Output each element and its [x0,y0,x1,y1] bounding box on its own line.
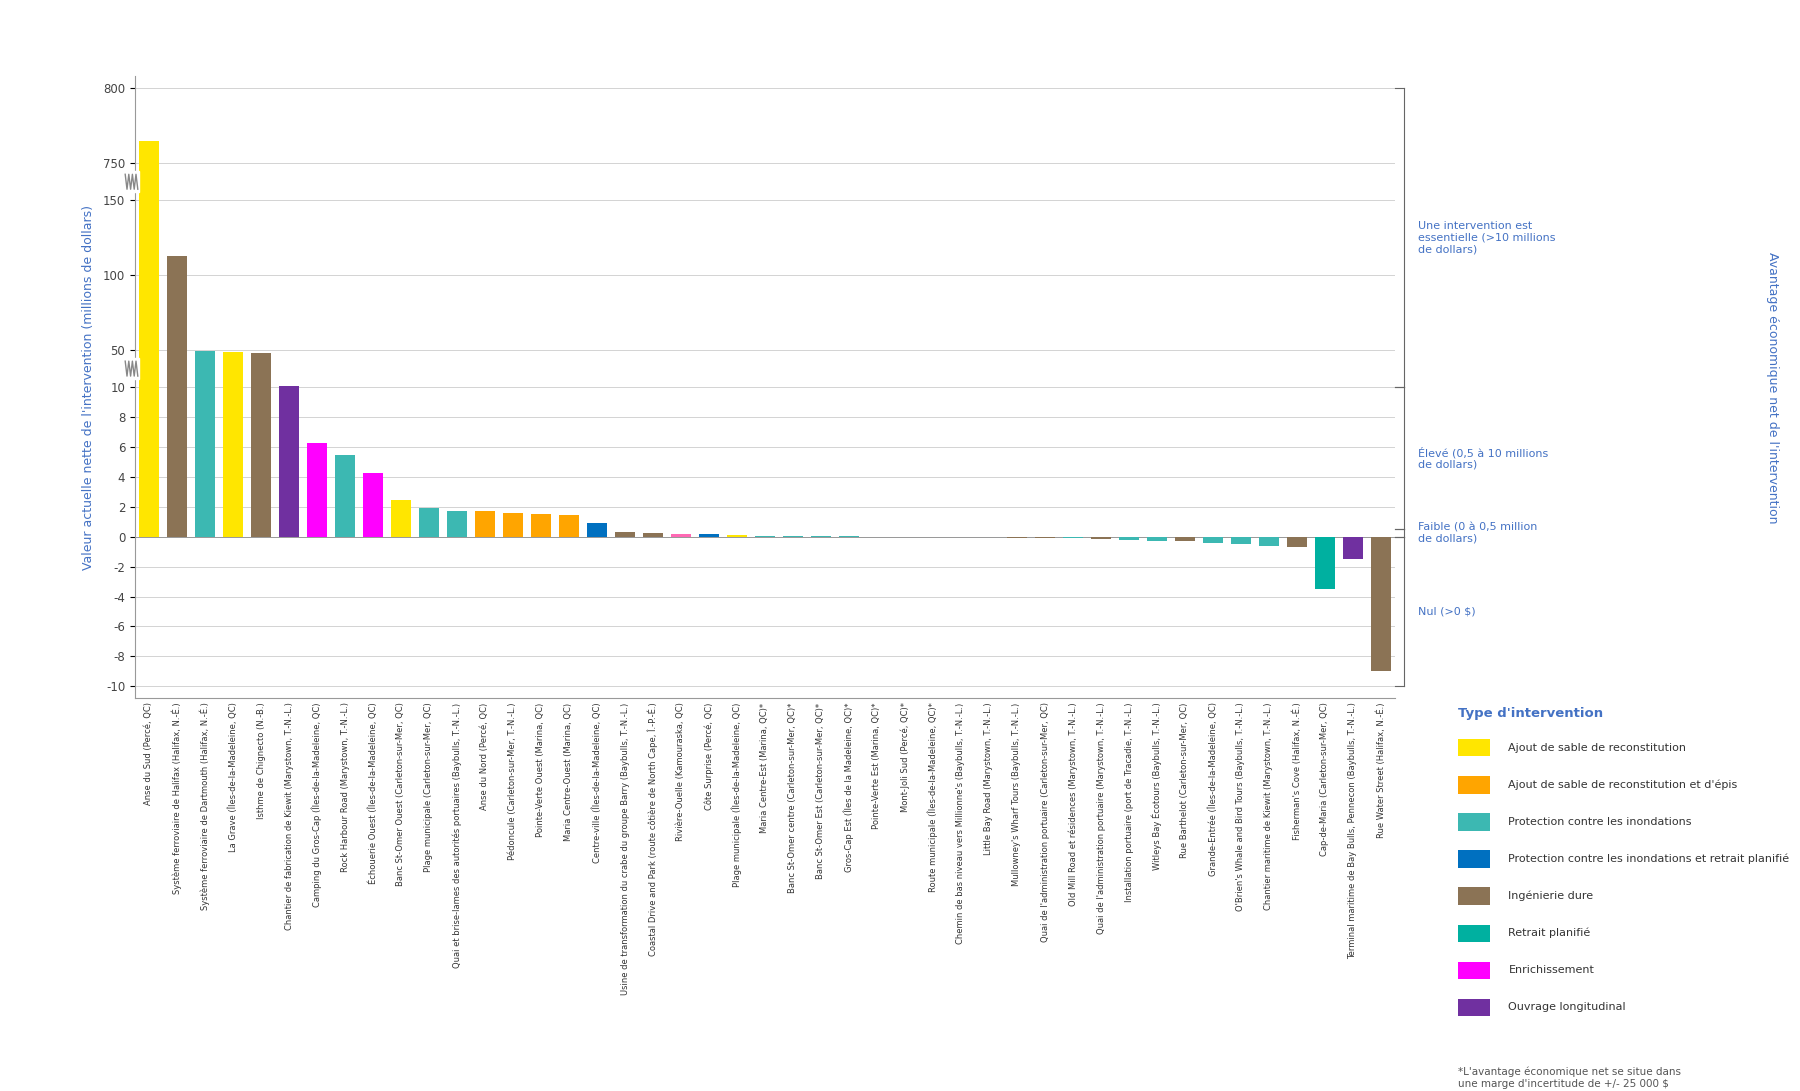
Text: *L'avantage économique net se situe dans
une marge d'incertitude de +/- 25 000 $: *L'avantage économique net se situe dans… [1458,1067,1681,1089]
Bar [643,532,662,537]
Bar [391,500,410,537]
Bar [587,524,607,537]
Bar [139,141,158,537]
Bar [475,512,495,537]
Bar [671,535,691,537]
Bar [1231,537,1251,544]
Bar [1120,537,1139,540]
Text: Type d'intervention: Type d'intervention [1458,707,1604,720]
Bar [279,386,299,537]
Bar [727,535,747,537]
Text: Une intervention est
essentielle (>10 millions
de dollars): Une intervention est essentielle (>10 mi… [1418,221,1555,254]
Bar [1147,537,1166,540]
Bar [531,514,551,537]
Bar [167,255,187,537]
Bar [1091,537,1111,539]
Bar [223,351,243,537]
Text: Ingénierie dure: Ingénierie dure [1508,891,1593,901]
Bar [504,513,522,537]
Bar [1343,537,1363,560]
Bar [124,358,139,379]
Text: Protection contre les inondations et retrait planifié: Protection contre les inondations et ret… [1508,854,1789,864]
Bar [364,472,383,537]
Bar [308,443,328,537]
Text: Avantage économique net de l'intervention: Avantage économique net de l'interventio… [1766,252,1780,523]
Y-axis label: Valeur actuelle nette de l'intervention (millions de dollars): Valeur actuelle nette de l'intervention … [81,205,95,570]
Bar [1287,537,1307,548]
Bar [1372,537,1391,671]
Bar [124,171,139,192]
Bar [1035,537,1055,538]
Text: Retrait planifié: Retrait planifié [1508,928,1591,938]
Bar [419,507,439,537]
Bar [1202,537,1222,543]
Text: Ouvrage longitudinal: Ouvrage longitudinal [1508,1003,1625,1012]
Bar [194,351,214,537]
Bar [335,455,355,537]
Text: Ajout de sable de reconstitution et d'épis: Ajout de sable de reconstitution et d'ép… [1508,780,1737,790]
Bar [1316,537,1336,589]
Bar [1175,537,1195,541]
Bar [560,515,580,537]
Bar [1260,537,1278,546]
Text: Faible (0 à 0,5 million
de dollars): Faible (0 à 0,5 million de dollars) [1418,523,1537,543]
Text: Élevé (0,5 à 10 millions
de dollars): Élevé (0,5 à 10 millions de dollars) [1418,446,1548,470]
Bar [252,352,270,537]
Text: Protection contre les inondations: Protection contre les inondations [1508,817,1692,827]
Bar [616,531,635,537]
Bar [446,511,466,537]
Bar [1064,537,1084,538]
Text: Ajout de sable de reconstitution: Ajout de sable de reconstitution [1508,743,1687,753]
Text: Enrichissement: Enrichissement [1508,966,1595,975]
Bar [698,535,718,537]
Text: Nul (>0 $): Nul (>0 $) [1418,607,1476,616]
